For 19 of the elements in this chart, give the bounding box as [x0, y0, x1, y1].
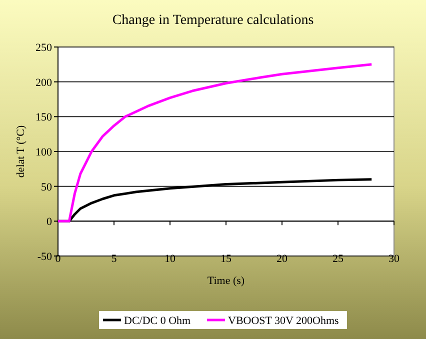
- x-tick-label: 5: [111, 253, 118, 265]
- x-tick-label: 25: [332, 253, 344, 265]
- line-series: [56, 63, 373, 222]
- chart-title: Change in Temperature calculations: [112, 13, 314, 28]
- y-tick-label: 250: [36, 42, 52, 54]
- x-tick-label: 30: [388, 253, 400, 265]
- x-tick-label: 10: [164, 253, 176, 265]
- x-tick-label: 20: [276, 253, 288, 265]
- y-tick-label: 150: [36, 112, 52, 124]
- legend-label: VBOOST 30V 200Ohms: [228, 315, 339, 327]
- y-tick-label: -50: [37, 251, 52, 263]
- y-tick-label: 200: [36, 76, 52, 89]
- x-axis-title: Time (s): [207, 275, 245, 287]
- y-tick-label: 50: [41, 181, 52, 194]
- y-tick-label: 100: [36, 146, 52, 158]
- y-axis-title: delat T (°C): [15, 125, 27, 178]
- x-tick-label: 15: [220, 253, 232, 265]
- y-tick-label: 0: [46, 216, 52, 228]
- legend-label: DC/DC 0 Ohm: [124, 315, 192, 327]
